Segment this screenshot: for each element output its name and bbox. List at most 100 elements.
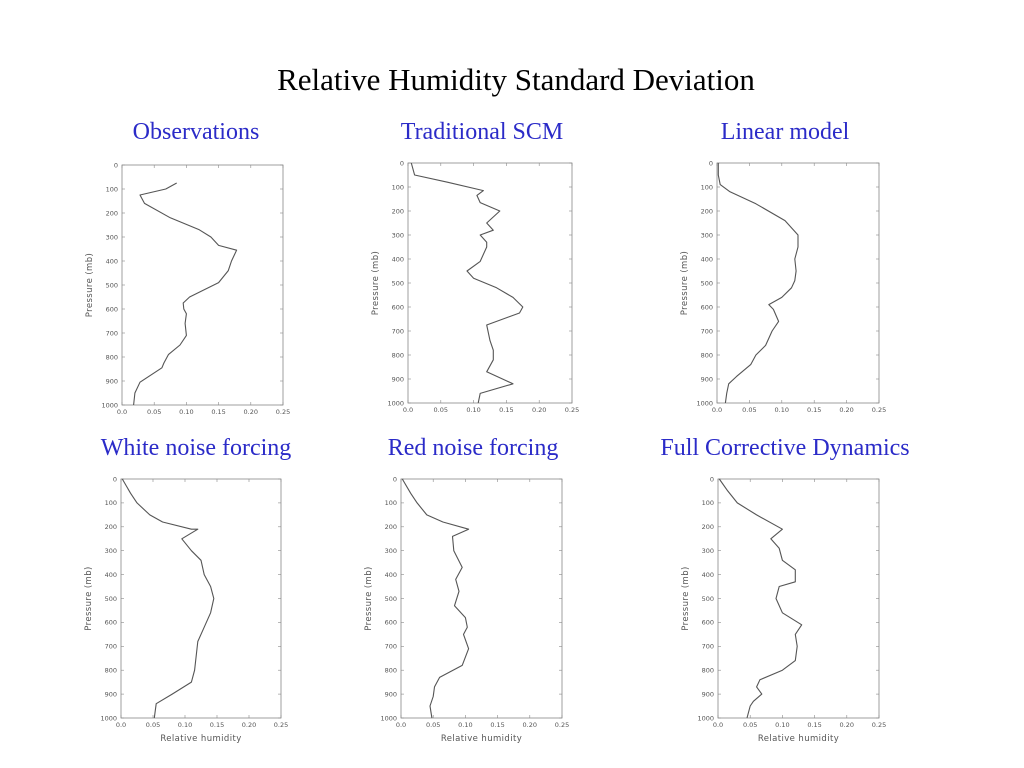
x-tick-label: 0.15 <box>211 408 225 416</box>
x-tick-label: 0.15 <box>807 406 821 414</box>
x-tick-label: 0.0 <box>117 408 127 416</box>
y-tick-label: 200 <box>106 209 118 217</box>
y-axis-label: Pressure (mb) <box>364 566 374 631</box>
y-tick-label: 300 <box>702 547 714 555</box>
y-tick-label: 800 <box>105 667 117 675</box>
x-tick-label: 0.15 <box>490 721 504 729</box>
x-tick-label: 0.05 <box>146 721 160 729</box>
x-tick-label: 0.05 <box>434 406 448 414</box>
x-tick-label: 0.05 <box>147 408 161 416</box>
y-tick-label: 800 <box>392 351 404 359</box>
y-tick-label: 0 <box>709 159 713 167</box>
y-tick-label: 700 <box>105 643 117 651</box>
y-tick-label: 200 <box>702 523 714 531</box>
y-tick-label: 400 <box>702 571 714 579</box>
panel-title-white-noise-forcing: White noise forcing <box>100 435 292 461</box>
y-tick-label: 400 <box>701 255 713 263</box>
y-tick-label: 0 <box>400 159 404 167</box>
y-tick-label: 800 <box>701 351 713 359</box>
series-line <box>121 478 215 719</box>
x-tick-label: 0.25 <box>565 406 579 414</box>
y-tick-label: 0 <box>393 475 397 483</box>
series-line <box>718 478 803 719</box>
panel-title-traditional-scm: Traditional SCM <box>400 119 564 145</box>
y-tick-label: 0 <box>113 475 117 483</box>
y-tick-label: 500 <box>701 279 713 287</box>
y-tick-label: 900 <box>701 375 713 383</box>
x-tick-label: 0.05 <box>742 406 756 414</box>
y-axis-label: Pressure (mb) <box>681 566 691 631</box>
y-tick-label: 900 <box>385 690 397 698</box>
x-axis-label: Relative humidity <box>441 734 522 744</box>
y-tick-label: 300 <box>392 231 404 239</box>
y-tick-label: 600 <box>392 303 404 311</box>
y-tick-label: 300 <box>106 233 118 241</box>
y-tick-label: 700 <box>392 327 404 335</box>
x-tick-label: 0.10 <box>178 721 192 729</box>
x-tick-label: 0.20 <box>532 406 546 414</box>
y-tick-label: 1000 <box>387 399 404 407</box>
y-tick-label: 200 <box>392 207 404 215</box>
y-tick-label: 100 <box>392 183 404 191</box>
y-tick-label: 900 <box>392 375 404 383</box>
y-tick-label: 700 <box>385 643 397 651</box>
y-tick-label: 500 <box>106 281 118 289</box>
x-tick-label: 0.10 <box>775 721 789 729</box>
x-tick-label: 0.0 <box>403 406 413 414</box>
y-tick-label: 900 <box>105 690 117 698</box>
y-tick-label: 0 <box>114 161 118 169</box>
x-tick-label: 0.25 <box>872 721 886 729</box>
y-tick-label: 600 <box>105 619 117 627</box>
y-tick-label: 500 <box>392 279 404 287</box>
x-tick-label: 0.0 <box>712 406 722 414</box>
x-tick-label: 0.25 <box>274 721 288 729</box>
y-tick-label: 800 <box>385 667 397 675</box>
y-tick-label: 600 <box>702 619 714 627</box>
y-tick-label: 100 <box>105 499 117 507</box>
x-tick-label: 0.15 <box>210 721 224 729</box>
x-tick-label: 0.0 <box>116 721 126 729</box>
x-tick-label: 0.20 <box>242 721 256 729</box>
x-tick-label: 0.20 <box>244 408 258 416</box>
y-tick-label: 100 <box>702 499 714 507</box>
y-tick-label: 400 <box>105 571 117 579</box>
x-tick-label: 0.15 <box>807 721 821 729</box>
panel-title-red-noise-forcing: Red noise forcing <box>387 435 559 461</box>
y-tick-label: 0 <box>710 475 714 483</box>
x-tick-label: 0.10 <box>179 408 193 416</box>
y-tick-label: 900 <box>106 377 118 385</box>
y-tick-label: 600 <box>701 303 713 311</box>
x-tick-label: 0.10 <box>466 406 480 414</box>
y-tick-label: 1000 <box>380 714 397 722</box>
y-tick-label: 700 <box>702 643 714 651</box>
y-tick-label: 200 <box>701 207 713 215</box>
page-title: Relative Humidity Standard Deviation <box>277 62 755 97</box>
y-tick-label: 1000 <box>100 714 117 722</box>
plot-frame <box>717 478 880 719</box>
x-tick-label: 0.15 <box>499 406 513 414</box>
x-tick-label: 0.10 <box>775 406 789 414</box>
y-tick-label: 1000 <box>696 399 713 407</box>
series-line <box>717 163 799 404</box>
y-tick-label: 100 <box>701 183 713 191</box>
panel-title-observations: Observations <box>132 119 260 145</box>
x-tick-label: 0.25 <box>555 721 569 729</box>
y-tick-label: 100 <box>106 185 118 193</box>
y-tick-label: 400 <box>106 257 118 265</box>
y-axis-label: Pressure (mb) <box>84 566 94 631</box>
y-tick-label: 200 <box>385 523 397 531</box>
y-tick-label: 500 <box>385 595 397 603</box>
y-tick-label: 700 <box>701 327 713 335</box>
y-tick-label: 800 <box>702 667 714 675</box>
y-axis-label: Pressure (mb) <box>680 251 690 316</box>
y-tick-label: 400 <box>392 255 404 263</box>
x-tick-label: 0.10 <box>458 721 472 729</box>
y-tick-label: 1000 <box>101 401 118 409</box>
y-axis-label: Pressure (mb) <box>371 251 381 316</box>
y-tick-label: 100 <box>385 499 397 507</box>
y-tick-label: 400 <box>385 571 397 579</box>
